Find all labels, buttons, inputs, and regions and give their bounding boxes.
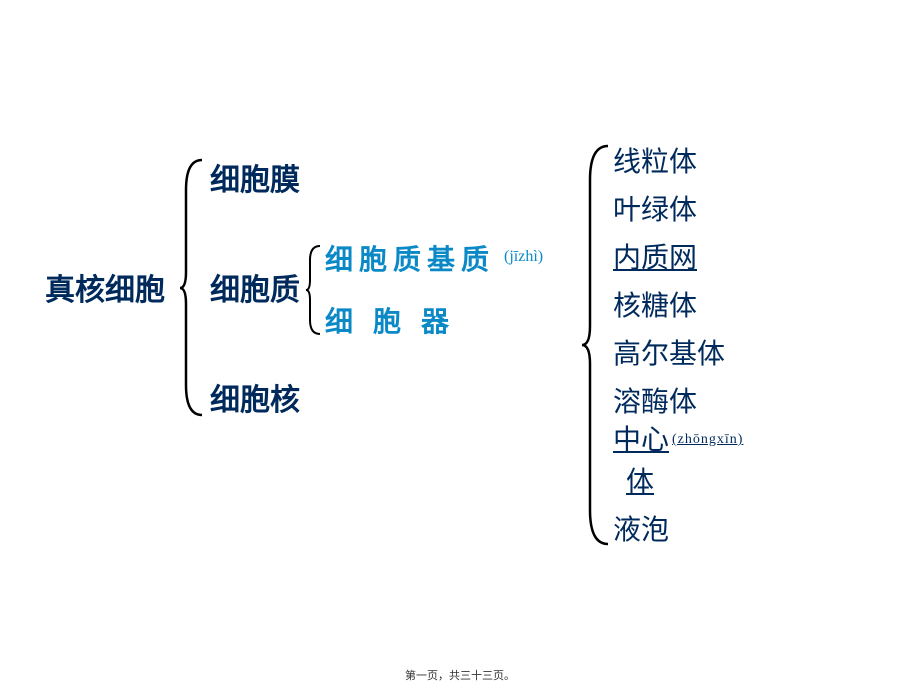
page-footer: 第一页，共三十三页。 [0, 667, 920, 683]
organelle-chloroplast: 叶绿体 [613, 188, 697, 228]
root-eukaryotic-cell: 真核细胞 [45, 265, 165, 309]
l2-nucleus: 细胞核 [210, 375, 300, 419]
cytoplasm-organelle-label: 细胞器 [325, 300, 469, 340]
organelle-centrosome-b: 体 [626, 460, 654, 500]
organelle-er: 内质网 [613, 236, 697, 276]
organelle-golgi: 高尔基体 [613, 332, 725, 372]
l2-cytoplasm: 细胞质 [210, 265, 300, 309]
brace-organelles [582, 146, 612, 544]
organelle-centrosome-a: 中心 [613, 418, 669, 458]
cytoplasm-matrix: 细胞质基质 [325, 238, 495, 278]
organelle-mitochondria: 线粒体 [613, 140, 697, 180]
organelle-vacuole: 液泡 [613, 508, 669, 548]
brace-root [180, 160, 206, 420]
l2-membrane: 细胞膜 [210, 155, 300, 199]
brace-cytoplasm [306, 246, 324, 334]
organelle-lysosome: 溶酶体 [613, 380, 697, 420]
organelle-ribosome: 核糖体 [613, 284, 697, 324]
cytoplasm-matrix-pinyin: (jīzhì) [504, 248, 543, 266]
organelle-centrosome-pinyin: (zhōngxīn) [672, 432, 743, 448]
